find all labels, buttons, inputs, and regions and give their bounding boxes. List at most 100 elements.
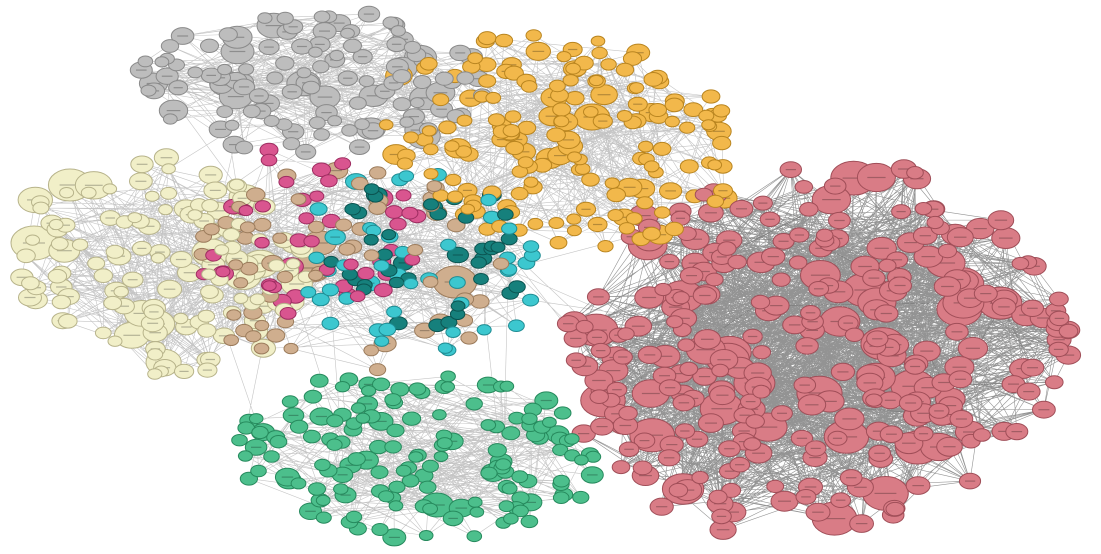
node-label-mark [805, 404, 819, 406]
node-cream [187, 209, 203, 221]
node-label-mark [59, 184, 81, 186]
node-pink [679, 361, 699, 376]
node-gray [282, 137, 301, 151]
node-pink [874, 304, 899, 323]
node-green [302, 429, 321, 444]
node-label-mark [319, 30, 330, 32]
node-label-mark [264, 46, 274, 48]
node-pink [659, 253, 680, 270]
node-label-mark [1053, 339, 1065, 341]
node-label-mark [664, 261, 675, 263]
node-tan [363, 344, 380, 357]
node-cream [130, 155, 154, 174]
node-pink [708, 489, 728, 505]
node-orange [664, 221, 684, 237]
node-label-mark [358, 56, 368, 58]
node-cream [127, 212, 143, 224]
node-label-mark [810, 274, 830, 276]
node-magenta [334, 157, 352, 171]
node-label-mark [1038, 409, 1050, 411]
node-label-mark [874, 492, 897, 494]
node-label-mark [936, 262, 956, 264]
node-green [345, 510, 363, 524]
node-cream [144, 190, 160, 202]
node-green [572, 490, 590, 504]
node-teal [450, 300, 466, 312]
node-label-mark [724, 448, 735, 450]
node-orange [396, 157, 413, 170]
node-label-mark [1054, 317, 1065, 319]
node-label-mark [934, 410, 944, 412]
node-cream [80, 186, 97, 199]
node-label-mark [127, 279, 138, 281]
node-cream [71, 238, 89, 251]
node-label-mark [532, 50, 545, 52]
node-label-mark [147, 322, 159, 324]
node-label-mark [644, 354, 656, 356]
node-label-mark [123, 334, 141, 336]
node-label-mark [619, 424, 632, 427]
node-pink [839, 469, 863, 487]
node-label-mark [874, 452, 885, 454]
node-label-mark [938, 381, 950, 384]
node-label-mark [823, 400, 837, 402]
node-label-mark [136, 163, 148, 165]
node-pink [617, 327, 635, 341]
node-orange [638, 140, 654, 153]
node-label-mark [1023, 391, 1035, 393]
node-gray [235, 140, 254, 155]
node-label-mark [1027, 307, 1038, 309]
node-gray [154, 56, 170, 68]
node-label-mark [751, 372, 765, 374]
node-pink [789, 255, 808, 270]
node-pink [693, 329, 721, 350]
node-cream [103, 295, 123, 311]
node-pink [804, 440, 827, 457]
node-teal [500, 232, 518, 246]
node-tan [308, 269, 324, 282]
node-green [564, 433, 580, 445]
node-pink [657, 449, 681, 467]
node-cyan [437, 342, 453, 354]
node-label-mark [688, 262, 702, 264]
node-orange [423, 168, 439, 180]
node-label-mark [963, 297, 976, 299]
node-label-mark [716, 394, 729, 396]
node-magenta [401, 206, 419, 220]
node-cream [197, 309, 216, 323]
node-green [402, 411, 422, 426]
node-pink [654, 282, 672, 297]
node-label-mark [863, 382, 877, 384]
node-cream [102, 183, 118, 195]
node-label-mark [758, 202, 768, 204]
node-orange [505, 140, 525, 156]
node-label-mark [568, 48, 578, 51]
node-magenta [309, 190, 325, 202]
node-label-mark [656, 506, 668, 508]
node-tan [223, 334, 239, 347]
node-gray [308, 116, 326, 130]
node-label-mark [831, 291, 846, 293]
node-label-mark [814, 288, 824, 290]
node-magenta [262, 280, 277, 292]
node-orange [485, 91, 502, 104]
node-label-mark [305, 510, 316, 512]
node-label-mark [419, 330, 430, 332]
node-tan [368, 200, 387, 215]
node-label-mark [56, 286, 67, 288]
node-label-mark [389, 153, 403, 156]
node-orange [654, 206, 671, 219]
node-pink [828, 211, 851, 230]
node-tan [253, 217, 272, 232]
node-green [315, 494, 331, 506]
node-label-mark [24, 296, 36, 299]
node-green [552, 443, 569, 456]
node-gray [382, 16, 400, 30]
node-tan [239, 221, 256, 234]
node-pink [771, 272, 791, 287]
node-orange [445, 173, 462, 187]
node-tan [335, 218, 353, 232]
node-pink [866, 236, 897, 260]
node-pink [987, 210, 1015, 231]
node-label-mark [822, 199, 841, 201]
